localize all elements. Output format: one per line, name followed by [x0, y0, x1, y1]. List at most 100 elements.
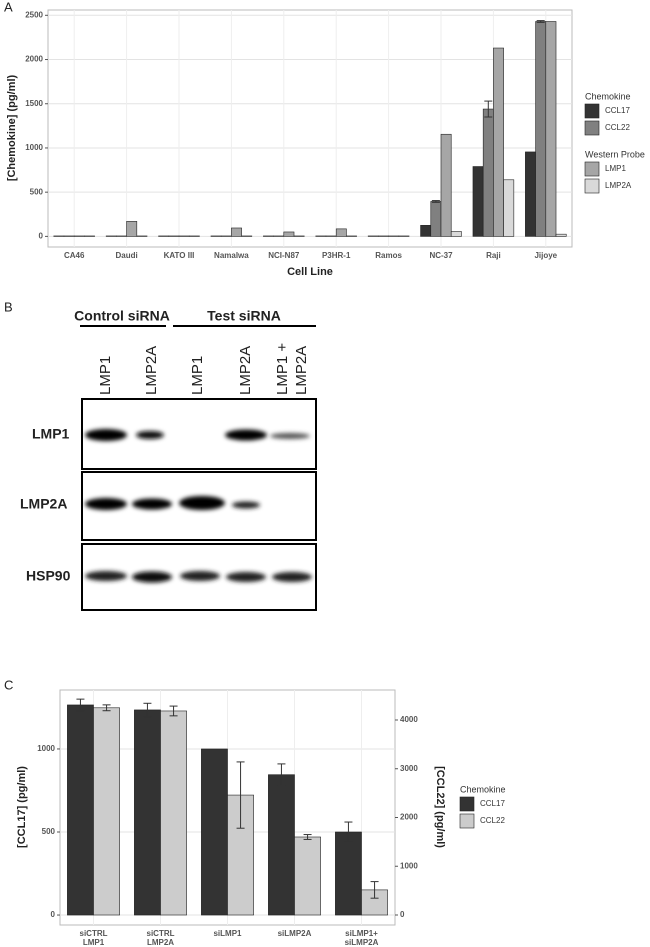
bar — [294, 836, 321, 916]
y2-tick-label: 0 — [400, 910, 405, 919]
bar — [201, 748, 228, 916]
x-tick-label: P3HR-1 — [322, 251, 351, 260]
bar — [126, 221, 138, 237]
lane-label: LMP1 — [97, 356, 114, 395]
legend-label: CCL17 — [480, 799, 505, 808]
legend-swatch — [584, 178, 600, 194]
error-bar — [236, 761, 245, 829]
x-tick-label: CA46 — [64, 251, 85, 260]
lane-label: LMP1 + — [274, 343, 291, 395]
lane-label: LMP1 — [189, 356, 206, 395]
bar — [482, 108, 494, 237]
bar — [430, 201, 442, 237]
x-axis-label: Cell Line — [287, 266, 333, 278]
x-tick-label: NC-37 — [429, 251, 453, 260]
y-axis-label: [Chemokine] (pg/ml) — [6, 75, 18, 182]
legend-swatch — [459, 796, 475, 812]
blot-group: Control siRNA — [74, 308, 170, 324]
bar — [335, 831, 362, 916]
error-bar — [102, 704, 111, 712]
bar — [335, 228, 347, 237]
row-label: LMP1 — [32, 426, 70, 442]
lane-label: LMP2A — [237, 346, 254, 395]
y2-tick-label: 2000 — [400, 813, 418, 822]
bar — [535, 21, 547, 237]
error-bar — [76, 698, 85, 712]
legend-label: LMP1 — [605, 164, 626, 173]
y-tick-label: 0 — [51, 910, 56, 919]
lane-label: LMP2A — [293, 346, 310, 395]
panel-label: B — [4, 299, 13, 314]
x-tick-label: KATO III — [164, 251, 195, 260]
x-tick-label: Daudi — [115, 251, 137, 260]
y-tick-label: 500 — [42, 827, 56, 836]
blot-group: Test siRNA — [207, 308, 281, 324]
legend-swatch — [584, 161, 600, 177]
y-tick-label: 500 — [30, 187, 44, 196]
y-tick-label: 1500 — [25, 99, 43, 108]
error-bar — [169, 705, 178, 717]
bar — [134, 709, 161, 916]
y-tick-label: 0 — [39, 231, 44, 240]
row-label: HSP90 — [26, 568, 71, 584]
bar — [545, 21, 557, 237]
y2-axis-label: [CCL22] (pg/ml) — [434, 766, 446, 848]
error-bar — [370, 881, 379, 899]
y-tick-label: 1000 — [37, 744, 55, 753]
bar — [283, 231, 295, 237]
bar — [555, 233, 567, 237]
error-bar — [143, 702, 152, 718]
x-tick-label: siLMP2A — [345, 938, 379, 947]
y2-tick-label: 4000 — [400, 715, 418, 724]
bar — [472, 166, 484, 237]
legend-title: Western Probe — [585, 149, 645, 159]
x-tick-label: siLMP2A — [278, 929, 312, 938]
error-bar — [344, 821, 353, 843]
bands — [85, 429, 312, 583]
x-tick-label: Jijoye — [534, 251, 557, 260]
bar — [440, 133, 452, 237]
legend-label: CCL22 — [605, 123, 630, 132]
panel-label: C — [4, 677, 13, 692]
x-tick-label: LMP2A — [147, 938, 174, 947]
x-tick-label: siCTRL — [147, 929, 175, 938]
bar — [231, 227, 242, 237]
x-tick-label: siCTRL — [80, 929, 108, 938]
error-bar — [277, 763, 286, 786]
legend-label: CCL22 — [480, 816, 505, 825]
bar — [503, 179, 515, 237]
legend-label: LMP2A — [605, 181, 632, 190]
x-tick-label: siLMP1+ — [345, 929, 378, 938]
bar — [450, 231, 462, 237]
y-tick-label: 2500 — [25, 10, 43, 19]
legend-swatch — [459, 813, 475, 829]
bar — [525, 151, 536, 237]
legend-title: Chemokine — [585, 91, 631, 101]
panel-label: A — [4, 0, 13, 14]
y-tick-label: 2000 — [25, 55, 43, 64]
bar — [160, 710, 187, 916]
legend-title: Chemokine — [460, 784, 506, 794]
x-tick-label: LMP1 — [83, 938, 105, 947]
y-axis-label: [CCL17] (pg/ml) — [16, 766, 28, 848]
y2-tick-label: 3000 — [400, 764, 418, 773]
error-bar — [303, 834, 312, 840]
legend-label: CCL17 — [605, 106, 630, 115]
x-tick-label: Namalwa — [214, 251, 249, 260]
row-label: LMP2A — [20, 496, 67, 512]
x-tick-label: siLMP1 — [213, 929, 242, 938]
legend-swatch — [584, 120, 600, 136]
error-bar — [431, 200, 440, 203]
bar — [493, 47, 504, 237]
bar — [67, 704, 94, 916]
error-bar — [536, 20, 545, 23]
bar — [93, 707, 120, 916]
error-bar — [484, 100, 493, 118]
x-tick-label: Raji — [486, 251, 501, 260]
blot: Control siRNA Test siRNA LMP1 LMP2A LMP1… — [20, 308, 317, 611]
legend-swatch — [584, 103, 600, 119]
x-tick-label: Ramos — [375, 251, 402, 260]
x-tick-label: NCI-N87 — [268, 251, 300, 260]
lane-label: LMP2A — [143, 346, 160, 395]
